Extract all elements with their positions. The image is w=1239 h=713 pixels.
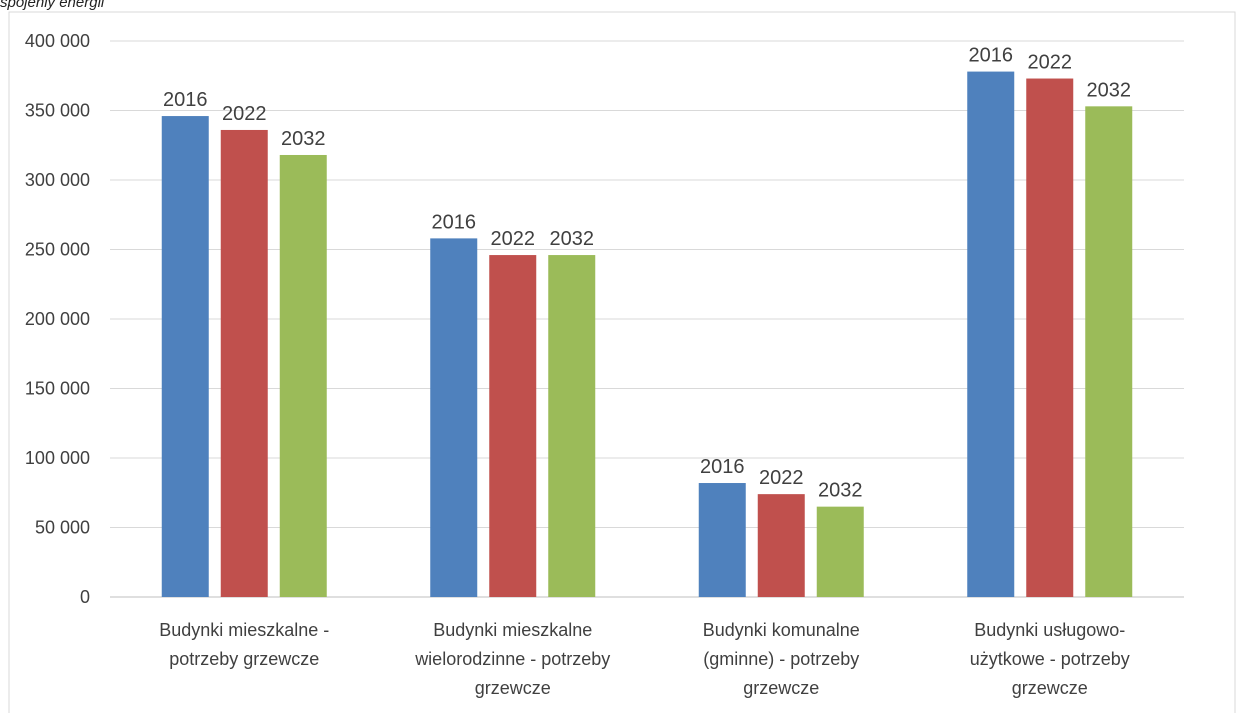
bar-2016	[430, 238, 478, 597]
y-tick-label: 400 000	[25, 31, 90, 51]
data-label: 2016	[432, 211, 477, 233]
bar-2022	[220, 129, 268, 597]
bar-2016	[967, 71, 1015, 597]
data-label: 2022	[1028, 52, 1073, 74]
x-axis-categories: Budynki mieszkalne - potrzeby grzewcze Bud…	[159, 620, 1130, 698]
y-tick-label: 200 000	[25, 309, 90, 329]
bar-2032	[816, 506, 864, 597]
data-label: 2016	[163, 89, 208, 111]
category-label: Budynki komunalne	[703, 620, 860, 640]
y-tick-label: 0	[80, 587, 90, 607]
data-label: 2022	[222, 103, 267, 125]
y-tick-label: 250 000	[25, 240, 90, 260]
category-label: Budynki usługowo-	[974, 620, 1125, 640]
bar-2016	[698, 483, 746, 597]
bar-2032	[1085, 106, 1133, 597]
bar-2022	[1026, 78, 1074, 597]
gridlines	[110, 40, 1184, 598]
bar-2022	[489, 255, 537, 597]
chart-frame	[8, 11, 1236, 713]
category-label: potrzeby grzewcze	[169, 649, 319, 669]
category-label: wielorodzinne - potrzeby	[414, 649, 610, 669]
bar-2022	[757, 494, 805, 597]
data-label: 2022	[759, 467, 804, 489]
category-label: grzewcze	[1012, 678, 1088, 698]
y-tick-label: 150 000	[25, 379, 90, 399]
data-label: 2016	[700, 456, 745, 478]
category-label: Budynki mieszkalne	[433, 620, 592, 640]
data-label: 2032	[1087, 79, 1132, 101]
data-label: 2032	[550, 228, 595, 250]
bar-2032	[279, 154, 327, 598]
y-axis-ticks: 0 50 000 100 000 150 000 200 000 250 000 300 0…	[25, 31, 90, 607]
bar-2016	[161, 116, 209, 597]
data-label: 2016	[969, 45, 1014, 67]
y-tick-label: 350 000	[25, 101, 90, 121]
data-label: 2022	[491, 228, 536, 250]
category-label: (gminne) - potrzeby	[703, 649, 859, 669]
y-tick-label: 100 000	[25, 448, 90, 468]
bars	[161, 71, 1133, 598]
bar-2032	[548, 255, 596, 597]
chart-caption: spojeniy energii	[0, 0, 105, 11]
data-label: 2032	[818, 480, 863, 502]
category-label: grzewcze	[475, 678, 551, 698]
category-label: użytkowe - potrzeby	[970, 649, 1130, 669]
y-tick-label: 50 000	[35, 518, 90, 538]
data-labels: 2016 2022 2032 2016 2022 2032 2016 2022 2032 2016…	[163, 45, 1131, 502]
y-tick-label: 300 000	[25, 170, 90, 190]
data-label: 2032	[281, 128, 326, 150]
category-label: Budynki mieszkalne -	[159, 620, 329, 640]
category-label: grzewcze	[743, 678, 819, 698]
